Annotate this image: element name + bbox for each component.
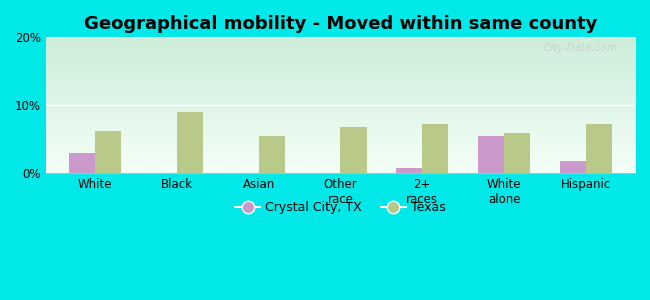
Bar (422, 124, 448, 173)
Bar (341, 127, 367, 173)
Bar (560, 161, 586, 173)
Bar (259, 136, 285, 173)
Bar (69, 153, 95, 173)
Bar (95, 131, 121, 173)
Bar (396, 168, 422, 173)
Legend: Crystal City, TX, Texas: Crystal City, TX, Texas (230, 196, 450, 219)
Bar (504, 133, 530, 173)
Title: Geographical mobility - Moved within same county: Geographical mobility - Moved within sam… (84, 15, 597, 33)
Bar (586, 124, 612, 173)
Bar (177, 112, 203, 173)
Text: City-Data.com: City-Data.com (543, 43, 618, 53)
Bar (478, 136, 504, 173)
